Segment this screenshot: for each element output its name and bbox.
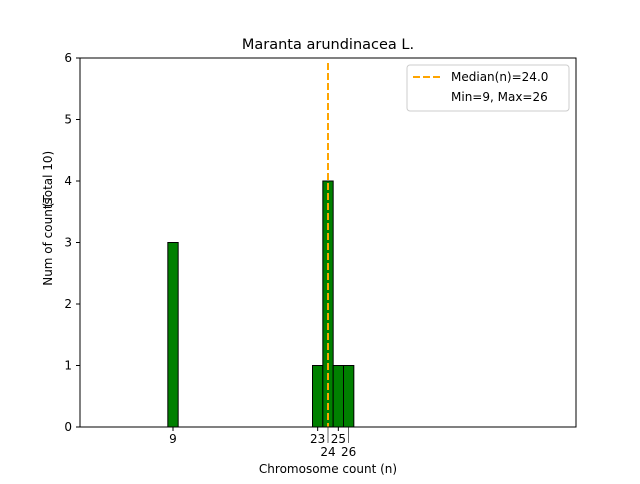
legend-box <box>406 64 570 112</box>
legend-median-label: Median(n)=24.0 <box>451 70 548 84</box>
x-tick-label: 26 <box>341 445 356 459</box>
y-tick-label: 5 <box>64 113 72 127</box>
x-tick-label: 23 <box>310 432 325 446</box>
y-axis-label: Num of counts <box>41 198 55 286</box>
bar-9 <box>167 242 179 428</box>
y-tick-label: 1 <box>64 359 72 373</box>
y-tick-label: 4 <box>64 174 72 188</box>
y-tick-label: 2 <box>64 297 72 311</box>
x-axis-label: Chromosome count (n) <box>259 462 397 476</box>
x-tick-label: 25 <box>331 432 346 446</box>
bar-25 <box>332 365 344 428</box>
y-axis-total-label: (Total 10) <box>41 151 55 207</box>
bar-23 <box>312 365 324 428</box>
legend: Median(n)=24.0 Min=9, Max=26 <box>406 64 570 112</box>
y-tick-label: 3 <box>64 236 72 250</box>
y-tick-label: 0 <box>64 420 72 434</box>
chart-title: Maranta arundinacea L. <box>242 37 414 53</box>
x-tick-label: 9 <box>169 432 177 446</box>
x-tick-label: 24 <box>320 445 335 459</box>
bar-26 <box>343 365 355 428</box>
legend-minmax-label: Min=9, Max=26 <box>451 90 548 104</box>
y-tick-label: 6 <box>64 51 72 65</box>
